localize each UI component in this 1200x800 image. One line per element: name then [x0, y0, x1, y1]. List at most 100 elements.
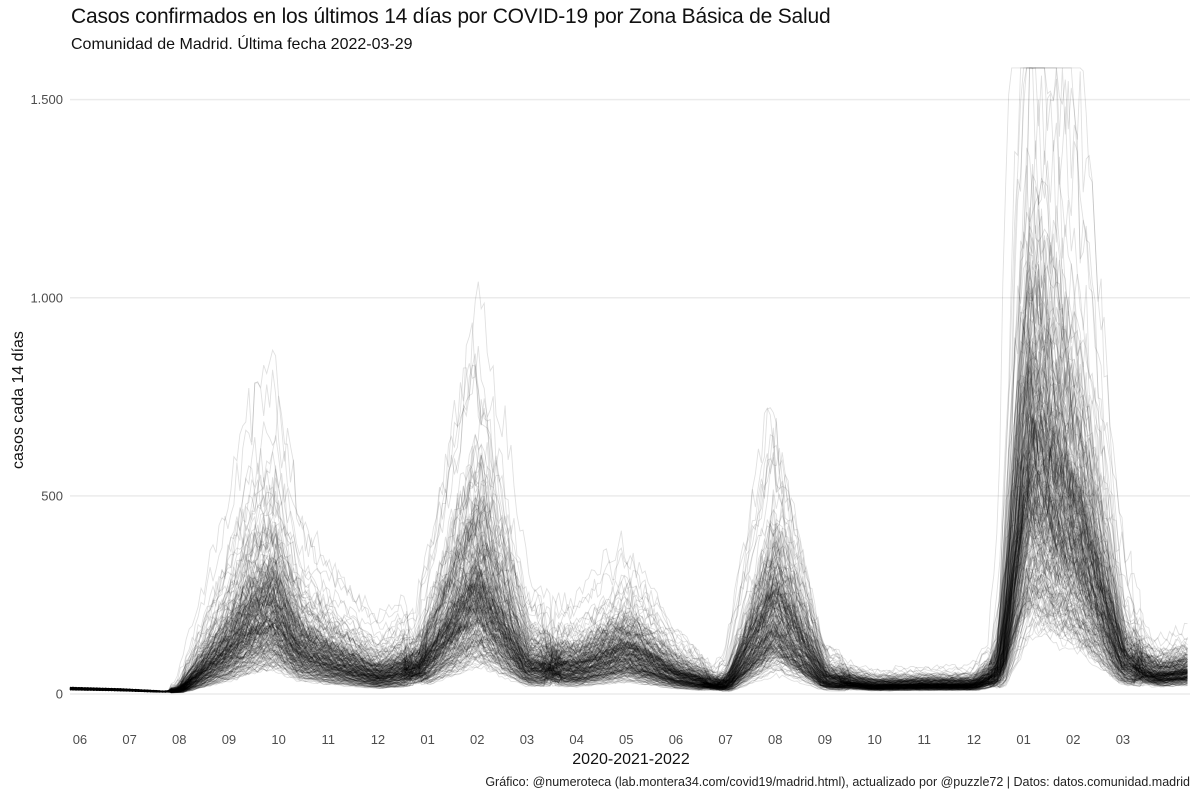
- zone-series-line: [69, 484, 1188, 693]
- zone-series-line: [69, 67, 1188, 693]
- zone-series-line: [69, 551, 1188, 693]
- zone-series-line: [69, 507, 1188, 693]
- zone-series-line: [69, 511, 1188, 693]
- zone-series-line: [69, 506, 1188, 693]
- zone-series-line: [69, 493, 1188, 693]
- zone-series-line: [69, 478, 1188, 693]
- zone-series-line: [69, 560, 1188, 693]
- zone-series-line: [69, 468, 1188, 693]
- zone-series-line: [70, 548, 1188, 693]
- zone-series-line: [69, 585, 1188, 693]
- zone-series-line: [69, 504, 1188, 693]
- x-tick-label: 07: [718, 732, 732, 747]
- zone-series-line: [69, 571, 1188, 693]
- x-tick-label: 10: [867, 732, 881, 747]
- x-tick-label: 01: [1016, 732, 1030, 747]
- zone-series-line: [69, 450, 1188, 693]
- zone-series-line: [69, 455, 1188, 693]
- zone-series-line: [69, 396, 1188, 693]
- zone-series-line: [69, 498, 1188, 693]
- zone-series-line: [69, 271, 1188, 693]
- zone-series-line: [69, 556, 1188, 693]
- zone-series-line: [69, 503, 1188, 693]
- zone-series-line: [69, 568, 1188, 693]
- zone-series-line: [69, 586, 1188, 693]
- zone-series-line: [69, 402, 1188, 693]
- zone-series-line: [69, 590, 1188, 693]
- zone-series-line: [69, 567, 1188, 693]
- zone-series-line: [69, 532, 1188, 693]
- x-tick-label: 08: [768, 732, 782, 747]
- zone-series-line: [69, 616, 1188, 694]
- zone-series-line: [69, 264, 1188, 693]
- zone-series-line: [69, 446, 1188, 693]
- zone-series-line: [69, 216, 1188, 693]
- zone-series-line: [69, 504, 1188, 693]
- zone-series-line: [69, 288, 1188, 693]
- zone-series-line: [69, 425, 1188, 693]
- zone-series-line: [69, 464, 1188, 693]
- zone-series-line: [69, 575, 1188, 693]
- zone-series-line: [69, 562, 1188, 693]
- x-tick-label: 02: [1066, 732, 1080, 747]
- zone-series-line: [69, 368, 1188, 693]
- zone-series-line: [69, 231, 1188, 693]
- zone-series-line: [69, 282, 1188, 693]
- zone-series-line: [69, 621, 1188, 694]
- zone-series-line: [69, 524, 1188, 693]
- zone-series-line: [69, 237, 1188, 693]
- zone-series-line: [69, 499, 1188, 693]
- zone-series-line: [69, 194, 1188, 693]
- zone-series-line: [69, 517, 1188, 693]
- zone-series-line: [69, 391, 1188, 693]
- zone-series-line: [69, 586, 1188, 693]
- zone-series-line: [70, 416, 1188, 693]
- zone-series-line: [69, 537, 1188, 693]
- zone-series-line: [69, 252, 1188, 693]
- zone-series-line: [69, 165, 1188, 693]
- zone-series-line: [69, 550, 1188, 694]
- zone-series-line: [69, 559, 1188, 693]
- x-tick-label: 05: [619, 732, 633, 747]
- zone-series-line: [70, 433, 1188, 693]
- zone-series-line: [69, 463, 1188, 693]
- x-tick-label: 09: [222, 732, 236, 747]
- zone-series-line: [69, 378, 1188, 693]
- zone-series-line: [69, 440, 1188, 693]
- zone-series-line: [70, 319, 1188, 693]
- zone-series-line: [70, 337, 1188, 693]
- zone-series-line: [69, 336, 1188, 693]
- zone-series-line: [69, 493, 1188, 693]
- zone-series-line: [69, 454, 1188, 693]
- zone-series-line: [69, 573, 1188, 693]
- zone-series-line: [69, 573, 1188, 694]
- zone-series-line: [69, 464, 1188, 693]
- zone-series-line: [69, 476, 1188, 693]
- zone-series-line: [69, 381, 1188, 693]
- zone-series-line: [69, 334, 1188, 693]
- zone-series-line: [69, 596, 1188, 694]
- x-axis-tick-labels: 06 07 08 09 10 11 12 01 02 03 04 05 06 07 08 09 10 11 12 01…: [73, 732, 1130, 747]
- zone-series-line: [69, 598, 1188, 693]
- zone-series-line: [69, 540, 1188, 693]
- zone-series-line: [69, 538, 1188, 693]
- zone-series-line: [69, 599, 1188, 693]
- zone-series-line: [69, 567, 1188, 693]
- zone-series-line: [69, 209, 1188, 693]
- zone-series-line: [69, 461, 1188, 693]
- zone-series-line: [69, 507, 1188, 693]
- x-tick-label: 12: [967, 732, 981, 747]
- zone-series-line: [69, 462, 1188, 693]
- zone-series-line: [69, 429, 1188, 693]
- zone-series-line: [70, 292, 1188, 693]
- zone-series-line: [69, 301, 1188, 693]
- zone-series-line: [69, 480, 1188, 693]
- zone-series-line: [69, 372, 1188, 693]
- zone-series-line: [69, 473, 1188, 693]
- zone-series-line: [69, 344, 1188, 693]
- zone-series-line: [69, 527, 1188, 693]
- zone-series-line: [69, 451, 1188, 693]
- x-tick-label: 03: [520, 732, 534, 747]
- zone-series-line: [69, 586, 1188, 693]
- zone-series-line: [69, 412, 1188, 693]
